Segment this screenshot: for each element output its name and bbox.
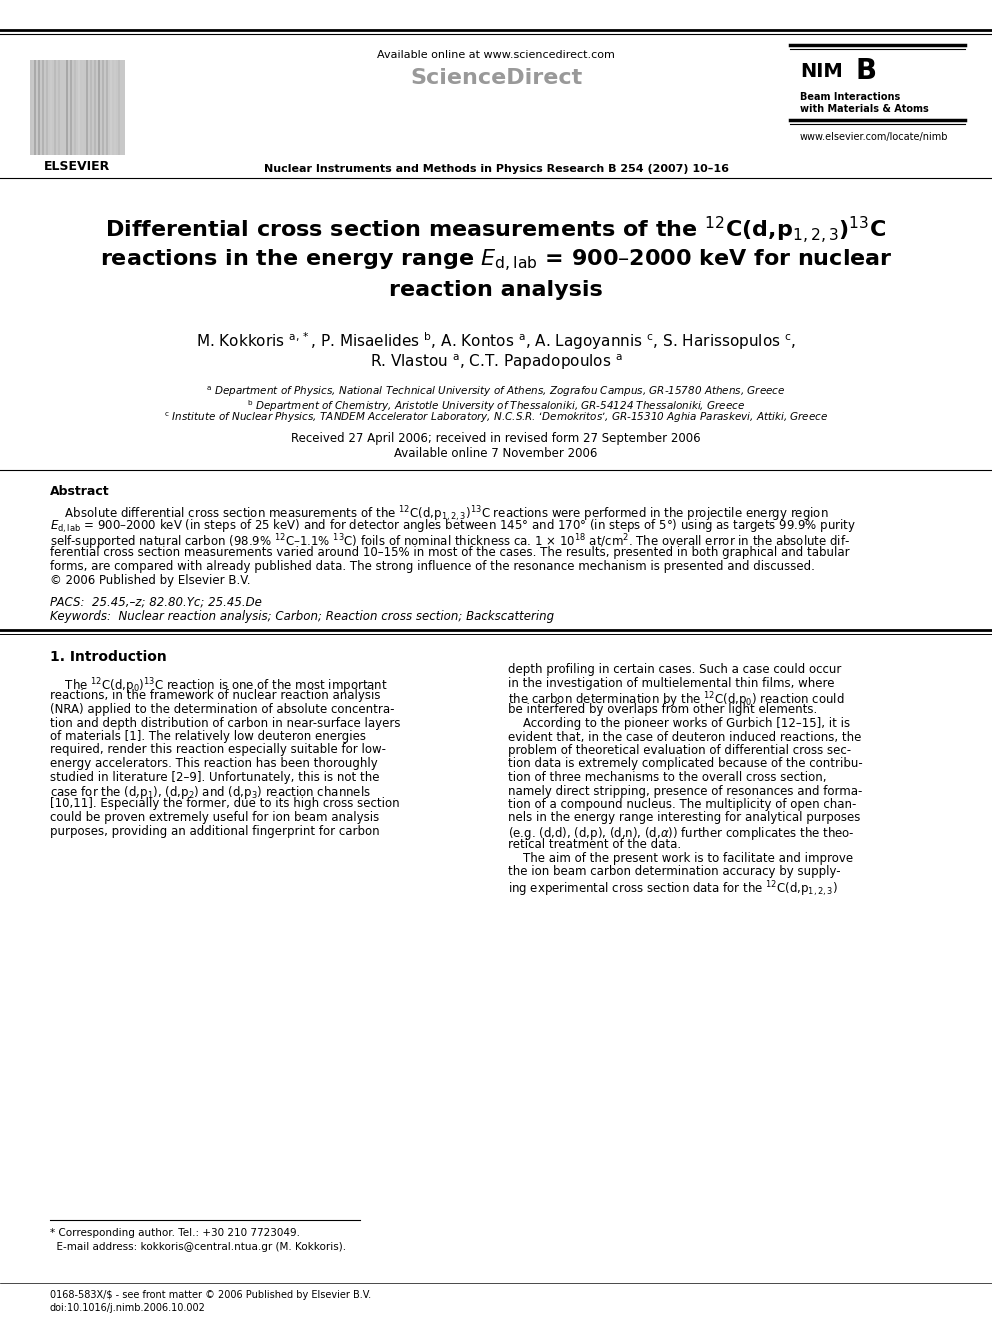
Bar [94, 60, 96, 155]
Bar [110, 60, 112, 155]
Text: Absolute differential cross section measurements of the $^{12}$C(d,p$_{1,2,3}$)$: Absolute differential cross section meas… [50, 504, 828, 524]
Text: purposes, providing an additional fingerprint for carbon: purposes, providing an additional finger… [50, 824, 380, 837]
Bar [54, 60, 56, 155]
Text: (e.g. (d,d), (d,p), (d,n), (d,$\alpha$)) further complicates the theo-: (e.g. (d,d), (d,p), (d,n), (d,$\alpha$))… [508, 826, 855, 841]
Text: depth profiling in certain cases. Such a case could occur: depth profiling in certain cases. Such a… [508, 663, 841, 676]
Text: © 2006 Published by Elsevier B.V.: © 2006 Published by Elsevier B.V. [50, 574, 251, 587]
Text: [10,11]. Especially the former, due to its high cross section: [10,11]. Especially the former, due to i… [50, 798, 400, 811]
Text: The aim of the present work is to facilitate and improve: The aim of the present work is to facili… [508, 852, 853, 865]
Text: B: B [856, 57, 877, 85]
Text: 0168-583X/$ - see front matter © 2006 Published by Elsevier B.V.: 0168-583X/$ - see front matter © 2006 Pu… [50, 1290, 371, 1301]
Text: PACS:  25.45,–z; 82.80.Yc; 25.45.De: PACS: 25.45,–z; 82.80.Yc; 25.45.De [50, 595, 262, 609]
Text: nels in the energy range interesting for analytical purposes: nels in the energy range interesting for… [508, 811, 860, 824]
Text: Differential cross section measurements of the $^{12}$C(d,p$_{1,2,3}$)$^{13}$C: Differential cross section measurements … [105, 216, 887, 246]
Bar [106, 60, 108, 155]
Text: Available online at www.sciencedirect.com: Available online at www.sciencedirect.co… [377, 50, 615, 60]
Text: $^{\rm a}$ Department of Physics, National Technical University of Athens, Zogra: $^{\rm a}$ Department of Physics, Nation… [206, 385, 786, 400]
Text: ELSEVIER: ELSEVIER [44, 160, 110, 173]
Bar [90, 60, 92, 155]
Text: E-mail address: kokkoris@central.ntua.gr (M. Kokkoris).: E-mail address: kokkoris@central.ntua.gr… [50, 1242, 346, 1252]
Bar [78, 60, 80, 155]
Text: www.elsevier.com/locate/nimb: www.elsevier.com/locate/nimb [800, 132, 948, 142]
Text: Received 27 April 2006; received in revised form 27 September 2006: Received 27 April 2006; received in revi… [292, 433, 700, 445]
Text: $^{\rm b}$ Department of Chemistry, Aristotle University of Thessaloniki, GR-541: $^{\rm b}$ Department of Chemistry, Aris… [247, 398, 745, 414]
Text: with Materials & Atoms: with Materials & Atoms [800, 105, 929, 114]
Text: required, render this reaction especially suitable for low-: required, render this reaction especiall… [50, 744, 386, 757]
Bar [58, 60, 60, 155]
Bar [30, 60, 125, 155]
Text: tion and depth distribution of carbon in near-surface layers: tion and depth distribution of carbon in… [50, 717, 401, 729]
Text: 1. Introduction: 1. Introduction [50, 650, 167, 664]
Bar [50, 60, 52, 155]
Text: the carbon determination by the $^{12}$C(d,p$_{0}$) reaction could: the carbon determination by the $^{12}$C… [508, 691, 844, 709]
Text: tion of a compound nucleus. The multiplicity of open chan-: tion of a compound nucleus. The multipli… [508, 798, 856, 811]
Text: retical treatment of the data.: retical treatment of the data. [508, 839, 682, 852]
Text: case for the (d,p$_{1}$), (d,p$_{2}$) and (d,p$_{3}$) reaction channels: case for the (d,p$_{1}$), (d,p$_{2}$) an… [50, 785, 371, 800]
Bar [114, 60, 116, 155]
Text: energy accelerators. This reaction has been thoroughly: energy accelerators. This reaction has b… [50, 757, 378, 770]
Bar [102, 60, 104, 155]
Bar [62, 60, 64, 155]
Text: (NRA) applied to the determination of absolute concentra-: (NRA) applied to the determination of ab… [50, 703, 395, 716]
Text: evident that, in the case of deuteron induced reactions, the: evident that, in the case of deuteron in… [508, 730, 861, 744]
Bar [34, 60, 36, 155]
Text: doi:10.1016/j.nimb.2006.10.002: doi:10.1016/j.nimb.2006.10.002 [50, 1303, 206, 1312]
Text: ScienceDirect: ScienceDirect [410, 67, 582, 89]
Bar [38, 60, 40, 155]
Text: The $^{12}$C(d,p$_{0}$)$^{13}$C reaction is one of the most important: The $^{12}$C(d,p$_{0}$)$^{13}$C reaction… [50, 676, 388, 696]
Text: Abstract: Abstract [50, 486, 110, 497]
Text: of materials [1]. The relatively low deuteron energies: of materials [1]. The relatively low deu… [50, 730, 366, 744]
Text: Keywords:  Nuclear reaction analysis; Carbon; Reaction cross section; Backscatte: Keywords: Nuclear reaction analysis; Car… [50, 610, 555, 623]
Text: ferential cross section measurements varied around 10–15% in most of the cases. : ferential cross section measurements var… [50, 546, 849, 560]
Text: tion data is extremely complicated because of the contribu-: tion data is extremely complicated becau… [508, 758, 863, 770]
Text: reactions in the energy range $E_{\rm d,lab}$ = 900–2000 keV for nuclear: reactions in the energy range $E_{\rm d,… [99, 247, 893, 274]
Text: could be proven extremely useful for ion beam analysis: could be proven extremely useful for ion… [50, 811, 379, 824]
Text: According to the pioneer works of Gurbich [12–15], it is: According to the pioneer works of Gurbic… [508, 717, 850, 730]
Text: tion of three mechanisms to the overall cross section,: tion of three mechanisms to the overall … [508, 771, 826, 785]
Bar [86, 60, 88, 155]
Text: namely direct stripping, presence of resonances and forma-: namely direct stripping, presence of res… [508, 785, 862, 798]
Text: problem of theoretical evaluation of differential cross sec-: problem of theoretical evaluation of dif… [508, 744, 851, 757]
Text: ing experimental cross section data for the $^{12}$C(d,p$_{1,2,3}$): ing experimental cross section data for … [508, 878, 838, 898]
Text: studied in literature [2–9]. Unfortunately, this is not the: studied in literature [2–9]. Unfortunate… [50, 770, 380, 783]
Text: reactions, in the framework of nuclear reaction analysis: reactions, in the framework of nuclear r… [50, 689, 381, 703]
Text: forms, are compared with already published data. The strong influence of the res: forms, are compared with already publish… [50, 560, 814, 573]
Text: $E_{\rm d,lab}$ = 900–2000 keV (in steps of 25 keV) and for detector angles betw: $E_{\rm d,lab}$ = 900–2000 keV (in steps… [50, 519, 856, 536]
Text: be interfered by overlaps from other light elements.: be interfered by overlaps from other lig… [508, 704, 817, 717]
Bar [46, 60, 48, 155]
Text: * Corresponding author. Tel.: +30 210 7723049.: * Corresponding author. Tel.: +30 210 77… [50, 1228, 300, 1238]
Text: Beam Interactions: Beam Interactions [800, 93, 901, 102]
Text: Available online 7 November 2006: Available online 7 November 2006 [394, 447, 598, 460]
Bar [70, 60, 72, 155]
Text: in the investigation of multielemental thin films, where: in the investigation of multielemental t… [508, 676, 834, 689]
Text: R. Vlastou $^{\rm a}$, C.T. Papadopoulos $^{\rm a}$: R. Vlastou $^{\rm a}$, C.T. Papadopoulos… [370, 352, 622, 372]
Bar [118, 60, 120, 155]
Text: $^{\rm c}$ Institute of Nuclear Physics, TANDEM Accelerator Laboratory, N.C.S.R.: $^{\rm c}$ Institute of Nuclear Physics,… [164, 411, 828, 426]
Text: NIM: NIM [800, 62, 843, 81]
Text: reaction analysis: reaction analysis [389, 280, 603, 300]
Bar [82, 60, 84, 155]
Bar [74, 60, 76, 155]
Bar [30, 60, 32, 155]
Bar [66, 60, 68, 155]
Text: M. Kokkoris $^{\rm a,*}$, P. Misaelides $^{\rm b}$, A. Kontos $^{\rm a}$, A. Lag: M. Kokkoris $^{\rm a,*}$, P. Misaelides … [196, 329, 796, 352]
Bar [98, 60, 100, 155]
Text: self-supported natural carbon (98.9% $^{12}$C–1.1% $^{13}$C) foils of nominal th: self-supported natural carbon (98.9% $^{… [50, 532, 850, 552]
Text: Nuclear Instruments and Methods in Physics Research B 254 (2007) 10–16: Nuclear Instruments and Methods in Physi… [264, 164, 728, 175]
Text: the ion beam carbon determination accuracy by supply-: the ion beam carbon determination accura… [508, 865, 840, 878]
Bar [42, 60, 44, 155]
